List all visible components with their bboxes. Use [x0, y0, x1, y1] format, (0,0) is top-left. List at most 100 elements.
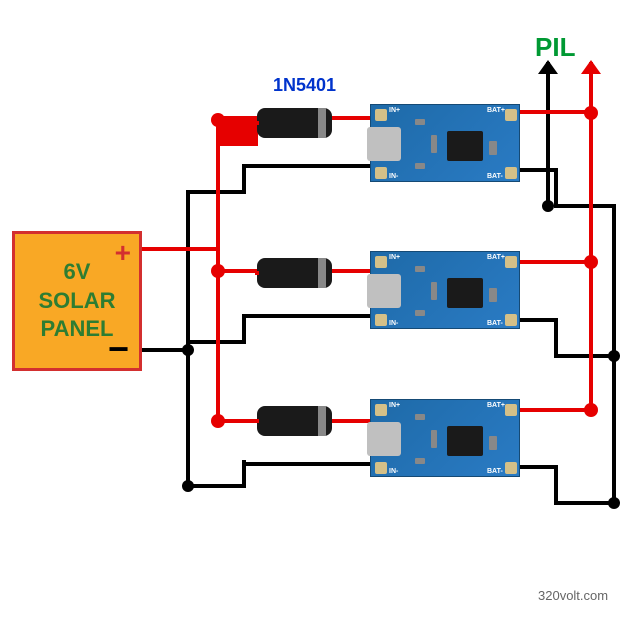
solder-pad	[505, 167, 517, 179]
diode-1n5401	[257, 108, 332, 138]
solder-pad	[505, 314, 517, 326]
pil-label: PIL	[535, 32, 575, 63]
wire-positive	[142, 247, 220, 251]
wire-negative	[554, 168, 558, 208]
diode-cathode-band	[318, 258, 326, 288]
diode-lead	[255, 271, 259, 275]
pcb-pin-label: BAT+	[487, 402, 505, 409]
solder-pad	[375, 462, 387, 474]
smd-component	[415, 414, 425, 420]
pcb-pin-label: IN-	[389, 320, 398, 327]
wire-negative	[554, 354, 616, 358]
pcb-pin-label: IN+	[389, 402, 400, 409]
junction-positive	[211, 113, 225, 127]
pcb-pin-label: BAT-	[487, 320, 503, 327]
smd-component	[489, 288, 497, 302]
pcb-pin-label: IN-	[389, 173, 398, 180]
wire-negative	[546, 62, 550, 208]
plus-label: +	[115, 237, 131, 268]
smd-component	[415, 163, 425, 169]
solder-pad	[505, 109, 517, 121]
junction-positive	[211, 264, 225, 278]
junction-negative	[608, 497, 620, 509]
smd-component	[415, 310, 425, 316]
junction-positive	[584, 403, 598, 417]
pcb-pin-label: BAT-	[487, 173, 503, 180]
usb-connector	[367, 127, 401, 161]
smd-component	[431, 430, 437, 448]
wire-negative	[520, 318, 558, 322]
wire-negative	[554, 501, 616, 505]
wire-positive	[520, 260, 593, 264]
wire-positive	[520, 110, 593, 114]
tp4056-module: IN+IN-BAT+BAT-	[370, 399, 520, 477]
solder-pad	[375, 256, 387, 268]
tp4056-module: IN+ IN- BAT+ BAT-	[370, 251, 520, 329]
diode-type-label: 1N5401	[273, 75, 336, 96]
wire-positive	[332, 269, 372, 273]
ic-chip	[447, 278, 483, 308]
wire-negative	[554, 318, 558, 358]
wire-positive	[332, 419, 372, 423]
diode-lead	[255, 121, 259, 125]
solar-panel-label: 6V SOLAR PANEL	[39, 258, 116, 344]
smd-component	[431, 282, 437, 300]
wire-negative	[186, 484, 246, 488]
pcb-pin-label: BAT+	[487, 254, 505, 261]
solar-line2: SOLAR	[39, 288, 116, 313]
minus-label: −	[108, 328, 129, 369]
junction-positive	[211, 414, 225, 428]
wire-negative	[520, 168, 558, 172]
wire-negative	[520, 465, 558, 469]
solar-panel: + 6V SOLAR PANEL −	[12, 231, 142, 371]
ic-chip	[447, 426, 483, 456]
pcb-pin-label: IN-	[389, 468, 398, 475]
tp4056-module: IN+ IN- BAT+ BAT-	[370, 104, 520, 182]
watermark: 320volt.com	[538, 588, 608, 603]
pcb-pin-label: IN+	[389, 254, 400, 261]
ic-chip	[447, 131, 483, 161]
wire-negative	[242, 314, 246, 344]
diode-1n5401	[257, 406, 332, 436]
smd-component	[431, 135, 437, 153]
smd-component	[415, 119, 425, 125]
smd-component	[489, 141, 497, 155]
smd-component	[415, 458, 425, 464]
terminal-plus: +	[115, 237, 131, 269]
junction-negative	[608, 350, 620, 362]
diode-cathode-band	[318, 406, 326, 436]
solder-pad	[375, 167, 387, 179]
wire-negative	[242, 164, 246, 194]
smd-component	[415, 266, 425, 272]
solder-pad	[505, 404, 517, 416]
solder-pad	[375, 109, 387, 121]
diode-cathode-band	[318, 108, 326, 138]
solder-pad	[505, 462, 517, 474]
wire-negative	[242, 462, 372, 466]
solder-pad	[505, 256, 517, 268]
pcb-pin-label: IN+	[389, 107, 400, 114]
wire-negative	[242, 314, 372, 318]
solder-pad	[375, 404, 387, 416]
wire-negative	[554, 204, 616, 208]
terminal-minus: −	[108, 328, 129, 370]
wire-negative	[186, 190, 190, 488]
junction-negative	[182, 480, 194, 492]
watermark-text: 320volt.com	[538, 588, 608, 603]
junction-negative	[542, 200, 554, 212]
wire-negative	[242, 164, 372, 168]
junction-positive	[584, 255, 598, 269]
pcb-pin-label: BAT+	[487, 107, 505, 114]
solar-line1: 6V	[64, 259, 91, 284]
wire-positive	[520, 408, 593, 412]
wire-negative	[554, 465, 558, 505]
pil-label-text: PIL	[535, 32, 575, 62]
usb-connector	[367, 422, 401, 456]
smd-component	[489, 436, 497, 450]
diode-label-text: 1N5401	[273, 75, 336, 95]
diode-lead	[255, 419, 259, 423]
solar-line3: PANEL	[41, 316, 114, 341]
diode-1n5401	[257, 258, 332, 288]
junction-negative	[182, 344, 194, 356]
usb-connector	[367, 274, 401, 308]
